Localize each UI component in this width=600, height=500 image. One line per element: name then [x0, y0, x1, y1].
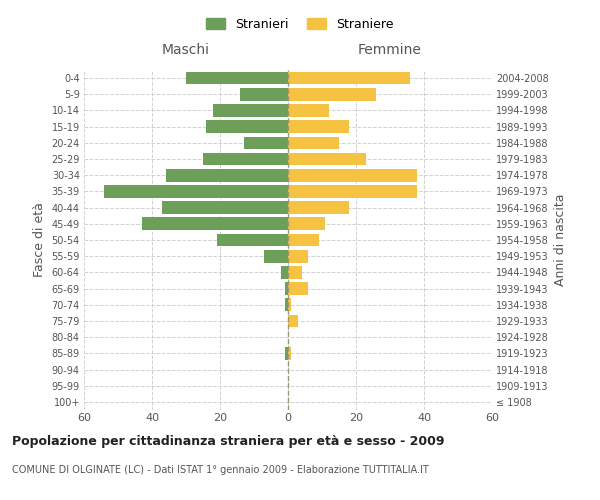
Text: Femmine: Femmine [358, 43, 422, 57]
Bar [281, 266, 288, 278]
Bar [203, 152, 288, 166]
Bar [206, 120, 288, 133]
Bar [104, 185, 288, 198]
Bar [213, 104, 288, 117]
Bar [288, 347, 292, 360]
Bar [166, 169, 288, 181]
Bar [288, 314, 298, 328]
Bar [288, 136, 339, 149]
Bar [288, 104, 329, 117]
Bar [288, 169, 417, 181]
Text: Maschi: Maschi [162, 43, 210, 57]
Bar [288, 250, 308, 262]
Bar [217, 234, 288, 246]
Text: Popolazione per cittadinanza straniera per età e sesso - 2009: Popolazione per cittadinanza straniera p… [12, 435, 445, 448]
Y-axis label: Fasce di età: Fasce di età [33, 202, 46, 278]
Bar [288, 266, 302, 278]
Bar [288, 120, 349, 133]
Bar [162, 202, 288, 214]
Y-axis label: Anni di nascita: Anni di nascita [554, 194, 568, 286]
Bar [284, 347, 288, 360]
Bar [288, 202, 349, 214]
Bar [288, 234, 319, 246]
Bar [244, 136, 288, 149]
Bar [284, 298, 288, 311]
Legend: Stranieri, Straniere: Stranieri, Straniere [203, 14, 397, 34]
Bar [288, 185, 417, 198]
Bar [241, 88, 288, 101]
Bar [288, 218, 325, 230]
Text: COMUNE DI OLGINATE (LC) - Dati ISTAT 1° gennaio 2009 - Elaborazione TUTTITALIA.I: COMUNE DI OLGINATE (LC) - Dati ISTAT 1° … [12, 465, 429, 475]
Bar [142, 218, 288, 230]
Bar [186, 72, 288, 85]
Bar [288, 72, 410, 85]
Bar [288, 282, 308, 295]
Bar [288, 88, 376, 101]
Bar [264, 250, 288, 262]
Bar [288, 298, 292, 311]
Bar [284, 282, 288, 295]
Bar [288, 152, 366, 166]
